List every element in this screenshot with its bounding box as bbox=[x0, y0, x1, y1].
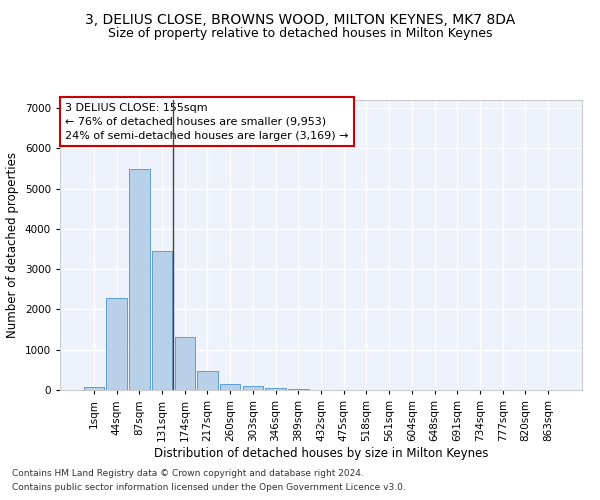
X-axis label: Distribution of detached houses by size in Milton Keynes: Distribution of detached houses by size … bbox=[154, 446, 488, 460]
Bar bbox=[197, 371, 218, 390]
Y-axis label: Number of detached properties: Number of detached properties bbox=[6, 152, 19, 338]
Bar bbox=[220, 384, 241, 390]
Text: 3, DELIUS CLOSE, BROWNS WOOD, MILTON KEYNES, MK7 8DA: 3, DELIUS CLOSE, BROWNS WOOD, MILTON KEY… bbox=[85, 12, 515, 26]
Bar bbox=[84, 387, 104, 390]
Text: Contains public sector information licensed under the Open Government Licence v3: Contains public sector information licen… bbox=[12, 484, 406, 492]
Bar bbox=[265, 388, 286, 390]
Bar bbox=[129, 170, 149, 390]
Bar bbox=[288, 388, 308, 390]
Bar bbox=[152, 251, 172, 390]
Bar bbox=[175, 337, 195, 390]
Bar bbox=[242, 386, 263, 390]
Text: Size of property relative to detached houses in Milton Keynes: Size of property relative to detached ho… bbox=[108, 28, 492, 40]
Text: 3 DELIUS CLOSE: 155sqm
← 76% of detached houses are smaller (9,953)
24% of semi-: 3 DELIUS CLOSE: 155sqm ← 76% of detached… bbox=[65, 103, 349, 141]
Bar bbox=[106, 298, 127, 390]
Text: Contains HM Land Registry data © Crown copyright and database right 2024.: Contains HM Land Registry data © Crown c… bbox=[12, 468, 364, 477]
